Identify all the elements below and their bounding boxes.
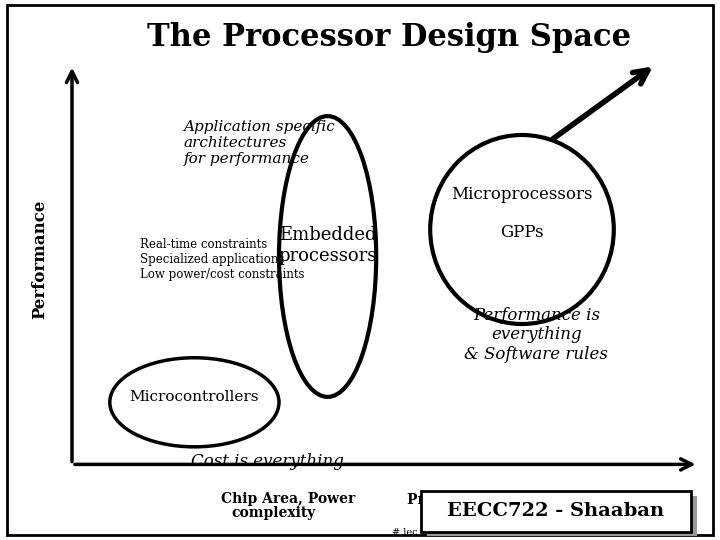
Text: Processor Cost: Processor Cost — [407, 492, 523, 507]
Text: Microprocessors: Microprocessors — [451, 186, 593, 203]
Text: Cost is everything: Cost is everything — [191, 453, 343, 470]
Text: EECC722 - Shaaban: EECC722 - Shaaban — [447, 502, 665, 521]
Text: complexity: complexity — [231, 506, 316, 520]
Text: Microcontrollers: Microcontrollers — [130, 390, 259, 404]
Bar — [421, 491, 691, 532]
Text: GPPs: GPPs — [500, 224, 544, 241]
Text: # lec # 8   Fall 2006   10-16-2006: # lec # 8 Fall 2006 10-16-2006 — [392, 528, 559, 537]
Bar — [427, 496, 697, 536]
Text: Real-time constraints
Specialized applications
Low power/cost constraints: Real-time constraints Specialized applic… — [140, 238, 305, 281]
Text: Performance is
everything
& Software rules: Performance is everything & Software rul… — [464, 307, 608, 363]
Text: Performance: Performance — [31, 199, 48, 319]
Text: The Processor Design Space: The Processor Design Space — [147, 22, 631, 53]
Text: Chip Area, Power: Chip Area, Power — [221, 492, 355, 507]
Text: Application specific
architectures
for performance: Application specific architectures for p… — [184, 120, 336, 166]
Text: Embedded
processors: Embedded processors — [279, 226, 377, 265]
